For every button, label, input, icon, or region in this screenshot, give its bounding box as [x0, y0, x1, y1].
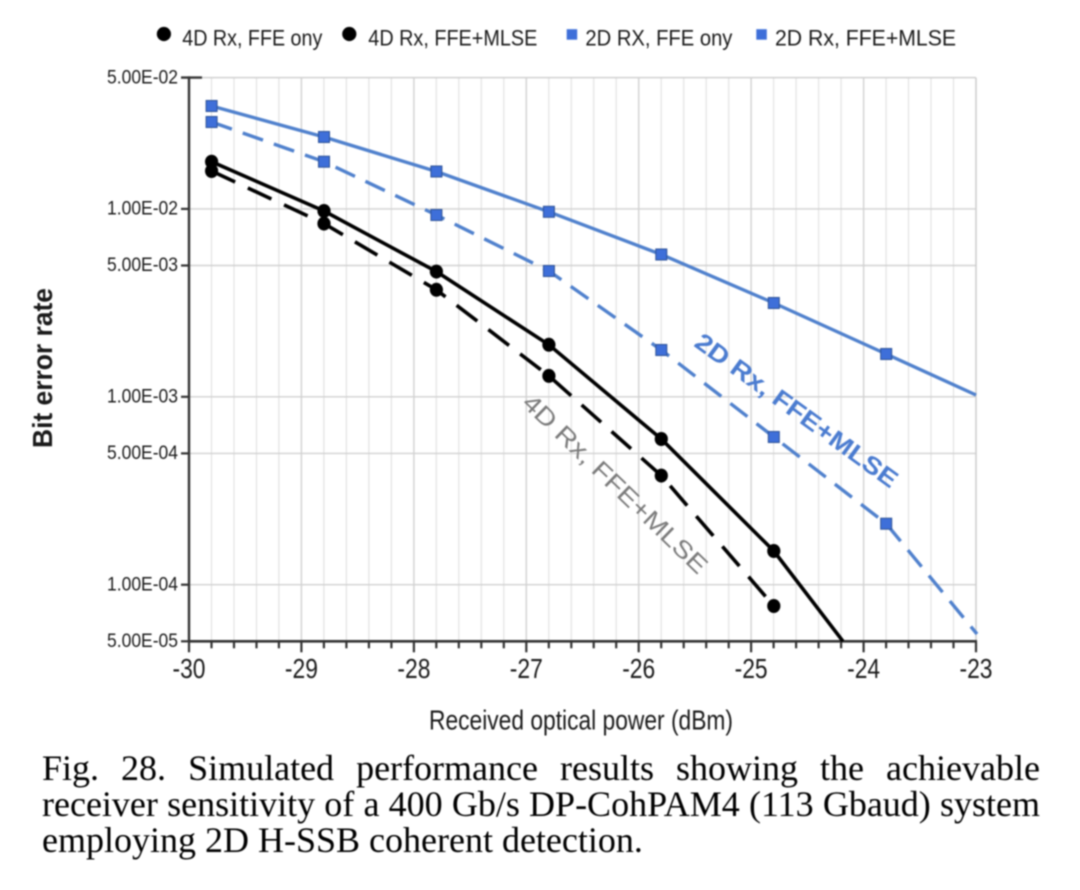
svg-text:Received optical power (dBm): Received optical power (dBm) — [429, 704, 733, 735]
svg-text:5.00E-04: 5.00E-04 — [107, 442, 178, 464]
svg-text:-28: -28 — [397, 653, 430, 684]
svg-text:2D RX, FFE ony: 2D RX, FFE ony — [585, 26, 732, 51]
svg-text:1.00E-03: 1.00E-03 — [107, 386, 178, 408]
svg-text:4D Rx, FFE+MLSE: 4D Rx, FFE+MLSE — [368, 26, 537, 51]
svg-text:-24: -24 — [847, 653, 880, 684]
svg-text:1.00E-04: 1.00E-04 — [107, 573, 178, 595]
svg-text:1.00E-02: 1.00E-02 — [107, 198, 178, 220]
svg-text:5.00E-02: 5.00E-02 — [107, 66, 178, 88]
svg-text:-29: -29 — [285, 653, 318, 684]
svg-text:-27: -27 — [510, 653, 543, 684]
svg-text:5.00E-03: 5.00E-03 — [107, 254, 178, 276]
svg-text:-26: -26 — [622, 653, 655, 684]
svg-text:5.00E-05: 5.00E-05 — [107, 630, 178, 652]
svg-text:2D Rx, FFE+MLSE: 2D Rx, FFE+MLSE — [775, 26, 956, 51]
svg-text:-25: -25 — [735, 653, 768, 684]
svg-text:4D Rx, FFE ony: 4D Rx, FFE ony — [182, 26, 322, 51]
svg-text:-23: -23 — [960, 653, 993, 684]
svg-text:Bit error rate: Bit error rate — [27, 288, 58, 448]
svg-text:-30: -30 — [173, 653, 206, 684]
